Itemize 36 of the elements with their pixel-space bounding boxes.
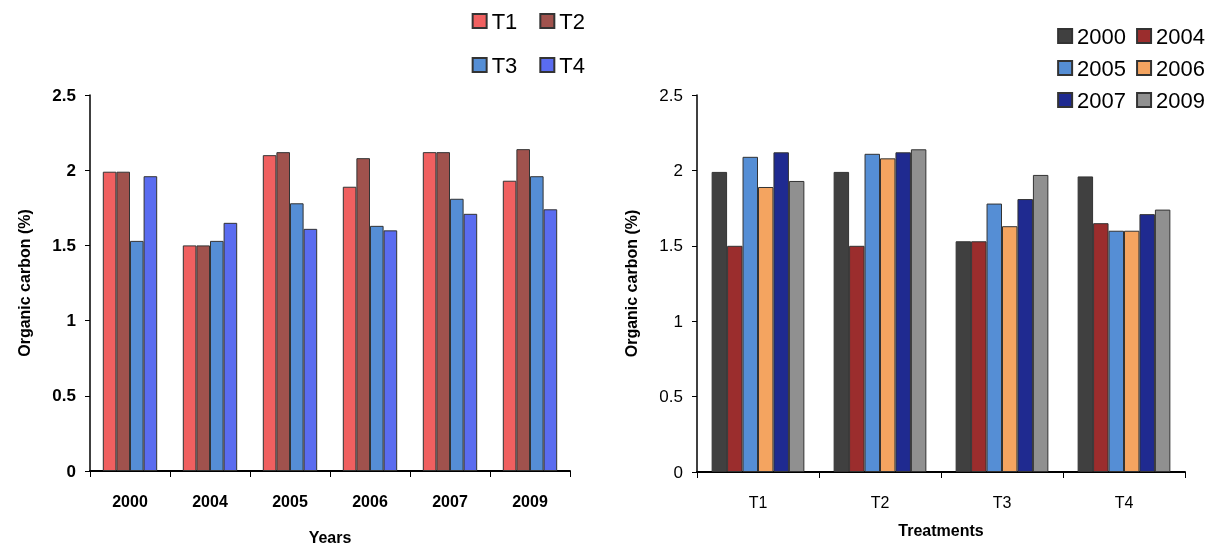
y-tick-label: 1.5 [52,235,76,255]
legend-label: 2006 [1156,55,1206,81]
x-tick-label: 2004 [192,492,228,510]
legend-label: 2000 [1077,23,1127,49]
y-axis-title: Organic carbon (%) [622,209,640,358]
legend-label: T3 [491,52,518,78]
y-tick-label: 2.5 [52,85,76,105]
y-tick-label: 0 [673,462,683,482]
y-tick-label: 2 [66,160,76,180]
legend-label: 2005 [1077,55,1127,81]
y-tick-label: 0.5 [52,386,76,406]
legend-label: T4 [559,52,586,78]
y-tick-label: 0 [66,461,76,481]
y-tick-label: 1 [66,311,76,331]
y-tick-label: 1 [673,311,683,331]
x-axis-title: Treatments [898,521,984,539]
x-tick-label: 2007 [432,492,468,510]
y-tick-label: 1.5 [659,236,683,256]
x-tick-label: 2005 [272,492,308,510]
y-tick-label: 2 [673,160,683,180]
y-tick-label: 0.5 [659,387,683,407]
y-axis-title: Organic carbon (%) [15,209,33,357]
legend-label: T1 [491,8,518,34]
x-tick-label: T1 [748,493,768,511]
x-tick-label: 2006 [352,492,388,510]
legend-label: 2009 [1156,87,1206,113]
legend-label: 2007 [1077,87,1127,113]
x-tick-label: T4 [1114,493,1134,511]
y-tick-label: 2.5 [659,85,683,105]
legend-label: T2 [559,8,586,34]
x-tick-label: 2009 [512,492,548,510]
x-tick-label: T3 [992,493,1012,511]
x-tick-label: T2 [870,493,890,511]
legend-label: 2004 [1156,23,1206,49]
x-axis-title: Years [308,528,352,546]
x-tick-label: 2000 [112,492,148,510]
